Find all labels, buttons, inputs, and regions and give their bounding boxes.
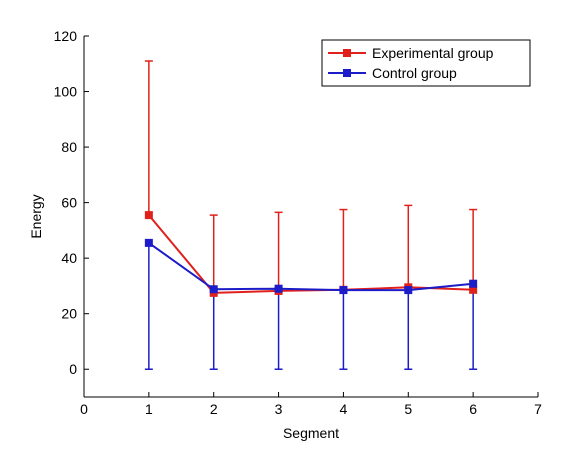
legend-label: Experimental group (372, 45, 494, 61)
y-tick-label: 0 (69, 361, 77, 377)
y-tick-label: 60 (61, 195, 77, 211)
y-tick-label: 100 (54, 84, 78, 100)
data-point (404, 286, 413, 295)
series-layer (144, 60, 478, 370)
series-experimental (144, 211, 478, 297)
axes: 0 1 2 3 4 5 6 7 0 20 40 60 80 100 120 (54, 28, 542, 417)
series-line (148, 214, 474, 294)
legend-marker (343, 49, 351, 57)
series-line (148, 242, 474, 292)
series-control (144, 238, 478, 295)
x-tick-label: 2 (210, 401, 218, 417)
x-tick-label: 1 (145, 401, 153, 417)
x-tick-label: 5 (404, 401, 412, 417)
data-point (274, 284, 283, 293)
data-point (144, 238, 153, 247)
x-tick-label: 3 (275, 401, 283, 417)
x-tick-label: 6 (469, 401, 477, 417)
x-axis-label: Segment (283, 425, 339, 441)
legend: Experimental group Control group (321, 39, 531, 87)
series-experimental-errorbars (144, 60, 478, 293)
legend-box (321, 39, 531, 87)
y-tick-label: 80 (61, 139, 77, 155)
data-point (144, 211, 153, 220)
data-point (339, 286, 348, 295)
x-tick-label: 7 (534, 401, 542, 417)
data-point (469, 279, 478, 288)
series-control-errorbars (144, 242, 478, 370)
data-point (469, 285, 478, 294)
data-point (209, 285, 218, 294)
y-axis-label: Energy (28, 194, 44, 238)
legend-marker (343, 69, 351, 77)
y-tick-label: 120 (54, 28, 78, 44)
x-tick-label: 0 (80, 401, 88, 417)
y-tick-label: 40 (61, 250, 77, 266)
x-tick-label: 4 (340, 401, 348, 417)
y-tick-label: 20 (61, 306, 77, 322)
legend-label: Control group (372, 65, 457, 81)
